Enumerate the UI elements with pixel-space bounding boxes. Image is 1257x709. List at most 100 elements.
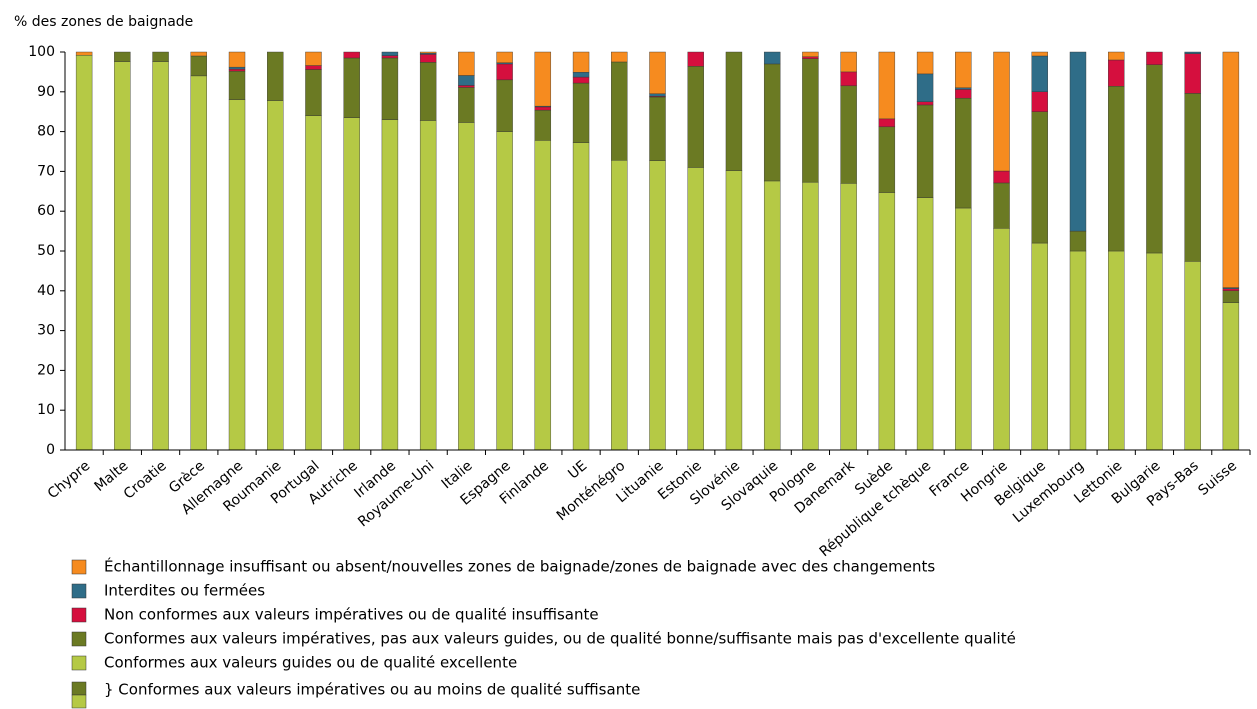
bar-segment [955, 207, 972, 451]
bar-segment [955, 51, 972, 89]
bar-segment [1031, 55, 1048, 92]
legend-swatch [71, 607, 87, 623]
bar-segment [419, 51, 437, 54]
bar-segment [725, 51, 743, 171]
bar-segment [419, 54, 437, 63]
x-tick-label: Suisse [1195, 458, 1240, 499]
legend-label: Conformes aux valeurs impératives, pas a… [104, 630, 1016, 648]
bar-segment [305, 69, 322, 116]
bar-segment [572, 72, 590, 78]
bar-segment [955, 89, 972, 99]
bar-segment [458, 87, 475, 123]
bar-segment [496, 63, 513, 81]
y-tick-label: 100 [28, 44, 55, 60]
bar-segment [1108, 86, 1125, 252]
legend-swatch [71, 681, 87, 696]
bar-segment [228, 70, 246, 100]
bar-segment [534, 106, 552, 111]
bar-segment [228, 68, 246, 72]
x-tick-label: Chypre [45, 458, 94, 502]
bar-segment [1146, 252, 1163, 451]
y-tick-label: 90 [37, 84, 55, 100]
bar-segment [496, 79, 513, 132]
legend-label: Échantillonnage insuffisant ou absent/no… [104, 557, 935, 576]
legend-swatch [71, 655, 87, 671]
bar-segment [458, 122, 475, 451]
bar-segment [916, 51, 934, 75]
bar-segment [114, 61, 131, 451]
bar-segment [1222, 290, 1240, 303]
bar-segment [802, 58, 819, 183]
bar-segment [496, 131, 513, 451]
bar-segment [572, 76, 590, 84]
bar-segment [534, 51, 552, 107]
bar-segment [649, 93, 666, 97]
legend: Échantillonnage insuffisant ou absent/no… [71, 557, 1016, 709]
bar-segment [649, 96, 666, 161]
bar-segment [1108, 250, 1125, 451]
bar-segment [534, 140, 552, 451]
bar-segment [1031, 111, 1048, 244]
bar-segment [534, 109, 552, 141]
bar-segment [840, 51, 857, 73]
y-tick-label: 20 [37, 362, 55, 378]
bar-segment [1031, 242, 1048, 451]
bar-segment [955, 87, 972, 90]
bar-segment [458, 85, 475, 88]
bar-segment [993, 170, 1010, 184]
bar-segment [190, 51, 207, 57]
bar-segment [802, 56, 819, 59]
bar-segment [993, 182, 1010, 229]
bar-segment [228, 51, 246, 68]
bar-segment [916, 104, 934, 198]
legend-note: } Conformes aux valeurs impératives ou a… [104, 681, 640, 699]
bar-segment [419, 62, 437, 121]
bar-segment [1184, 93, 1201, 262]
bar-segment [1108, 51, 1125, 61]
bar-segment [993, 228, 1010, 451]
bar-segment [840, 71, 857, 87]
bar-segment [1069, 51, 1087, 232]
bar-segment [572, 82, 590, 143]
y-axis-label: % des zones de baignade [14, 14, 193, 30]
bar-segment [993, 51, 1010, 172]
bar-segment [190, 75, 207, 451]
bar-segment [572, 142, 590, 451]
y-tick-label: 40 [37, 283, 55, 299]
bar-segment [802, 181, 819, 451]
bar-segment [1222, 302, 1240, 451]
y-tick-label: 30 [37, 323, 55, 339]
bar-segment [1222, 51, 1240, 288]
bar-segment [763, 180, 781, 451]
bar-segment [955, 97, 972, 209]
y-tick-label: 50 [37, 243, 55, 259]
bar-segment [878, 51, 896, 120]
bar-segment [878, 126, 896, 193]
bar-segment [1108, 59, 1125, 87]
bar-segment [458, 51, 475, 76]
bar-segment [802, 51, 819, 57]
bar-segment [267, 100, 284, 451]
legend-swatch [71, 694, 87, 709]
legend-label: Interdites ou fermées [104, 582, 265, 600]
bar-segment [1184, 51, 1201, 54]
bar-segment [267, 51, 284, 101]
bar-segment [381, 119, 399, 451]
bar-segment [611, 61, 628, 161]
bar-segment [1031, 51, 1048, 57]
bar-segment [916, 197, 934, 451]
y-tick-label: 60 [37, 203, 55, 219]
bar-segment [305, 65, 322, 70]
bar-segment [305, 51, 322, 66]
bar-segment [572, 51, 590, 73]
bar-segment [114, 51, 131, 62]
x-tick-label: UE [565, 458, 590, 483]
bar-segment [1222, 288, 1240, 291]
bar-segment [1184, 261, 1201, 451]
bar-segment [687, 66, 704, 168]
bar-segment [1069, 230, 1087, 252]
y-tick-label: 0 [46, 442, 55, 458]
bar-segment [381, 57, 399, 120]
bar-segment [916, 73, 934, 102]
